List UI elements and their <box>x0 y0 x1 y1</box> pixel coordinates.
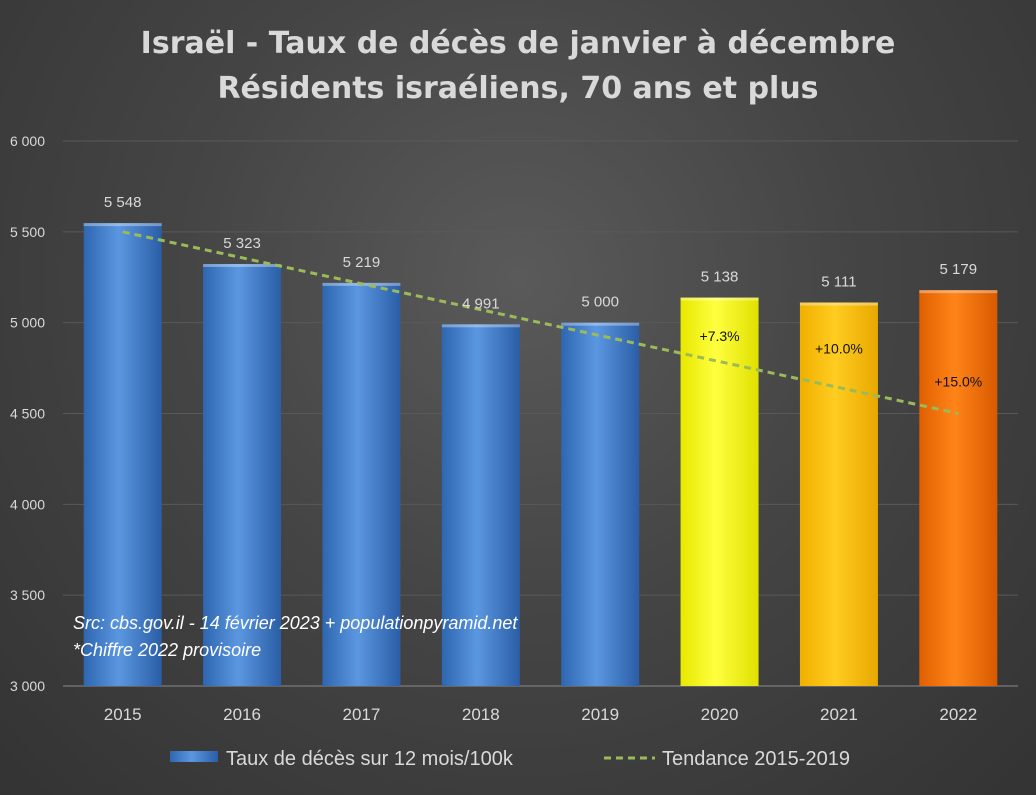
data-label-2021: 5 111 <box>821 274 856 291</box>
bar-2018 <box>441 324 520 686</box>
data-label-2017: 5 219 <box>343 254 381 271</box>
data-label-2018: 4 991 <box>462 295 500 312</box>
y-tick-label: 6 000 <box>10 133 45 149</box>
bar-highlight <box>680 297 759 301</box>
trend-line <box>122 230 959 415</box>
y-tick-label: 3 000 <box>10 678 45 694</box>
bar-2020 <box>680 297 759 686</box>
bar-2022 <box>919 290 998 686</box>
x-tick-label-2019: 2019 <box>581 705 619 724</box>
y-tick-label: 5 000 <box>10 315 45 331</box>
y-tick-label: 5 500 <box>10 224 45 240</box>
source-note: Src: cbs.gov.il - 14 février 2023 + popu… <box>73 613 518 633</box>
x-tick-label-2020: 2020 <box>701 705 739 724</box>
legend-label-trend: Tendance 2015-2019 <box>662 748 850 770</box>
data-label-2015: 5 548 <box>104 194 142 211</box>
x-tick-label-2015: 2015 <box>104 705 142 724</box>
legend-label-bars: Taux de décès sur 12 mois/100k <box>226 748 514 770</box>
pct-annotation-2021: +10.0% <box>815 341 863 357</box>
chart-title-line2: Résidents israéliens, 70 ans et plus <box>217 71 818 106</box>
y-axis: 3 000 3 500 4 000 4 500 5 000 5 500 6 000 <box>10 133 45 694</box>
bar-highlight <box>919 290 998 294</box>
pct-annotation-2020: +7.3% <box>700 328 740 344</box>
bar-2019 <box>561 322 640 686</box>
bar-highlight <box>203 263 282 267</box>
bar-2015 <box>83 223 162 686</box>
chart-title-line1: Israël - Taux de décès de janvier à déce… <box>141 26 896 61</box>
bar-highlight <box>83 223 162 227</box>
x-tick-label-2021: 2021 <box>820 705 858 724</box>
data-label-2016: 5 323 <box>223 235 261 252</box>
legend: Taux de décès sur 12 mois/100k Tendance … <box>170 748 850 770</box>
bar-highlight <box>799 302 878 306</box>
x-axis: 2015 2016 2017 2018 2019 2020 2021 2022 <box>104 705 977 724</box>
bar-2016 <box>203 263 282 686</box>
x-tick-label-2018: 2018 <box>462 705 500 724</box>
pct-annotation-2022: +15.0% <box>934 373 982 389</box>
data-label-2020: 5 138 <box>701 269 739 286</box>
data-labels: 5 548 5 323 5 219 4 991 5 000 5 138 5 111 5 179… <box>104 194 982 389</box>
y-tick-label: 3 500 <box>10 587 45 603</box>
bars <box>83 223 998 686</box>
bar-2021 <box>799 302 878 686</box>
trend-series <box>122 230 959 415</box>
x-tick-label-2022: 2022 <box>939 705 977 724</box>
x-tick-label-2017: 2017 <box>343 705 381 724</box>
data-label-2022: 5 179 <box>940 261 978 278</box>
provisional-note: *Chiffre 2022 provisoire <box>73 640 261 660</box>
y-tick-label: 4 000 <box>10 496 45 512</box>
y-tick-label: 4 500 <box>10 406 45 422</box>
bar-2017 <box>322 282 401 686</box>
bar-highlight <box>561 322 640 326</box>
legend-bar-swatch <box>170 751 218 762</box>
x-tick-label-2016: 2016 <box>223 705 261 724</box>
data-label-2019: 5 000 <box>581 294 619 311</box>
bar-highlight <box>441 324 520 328</box>
